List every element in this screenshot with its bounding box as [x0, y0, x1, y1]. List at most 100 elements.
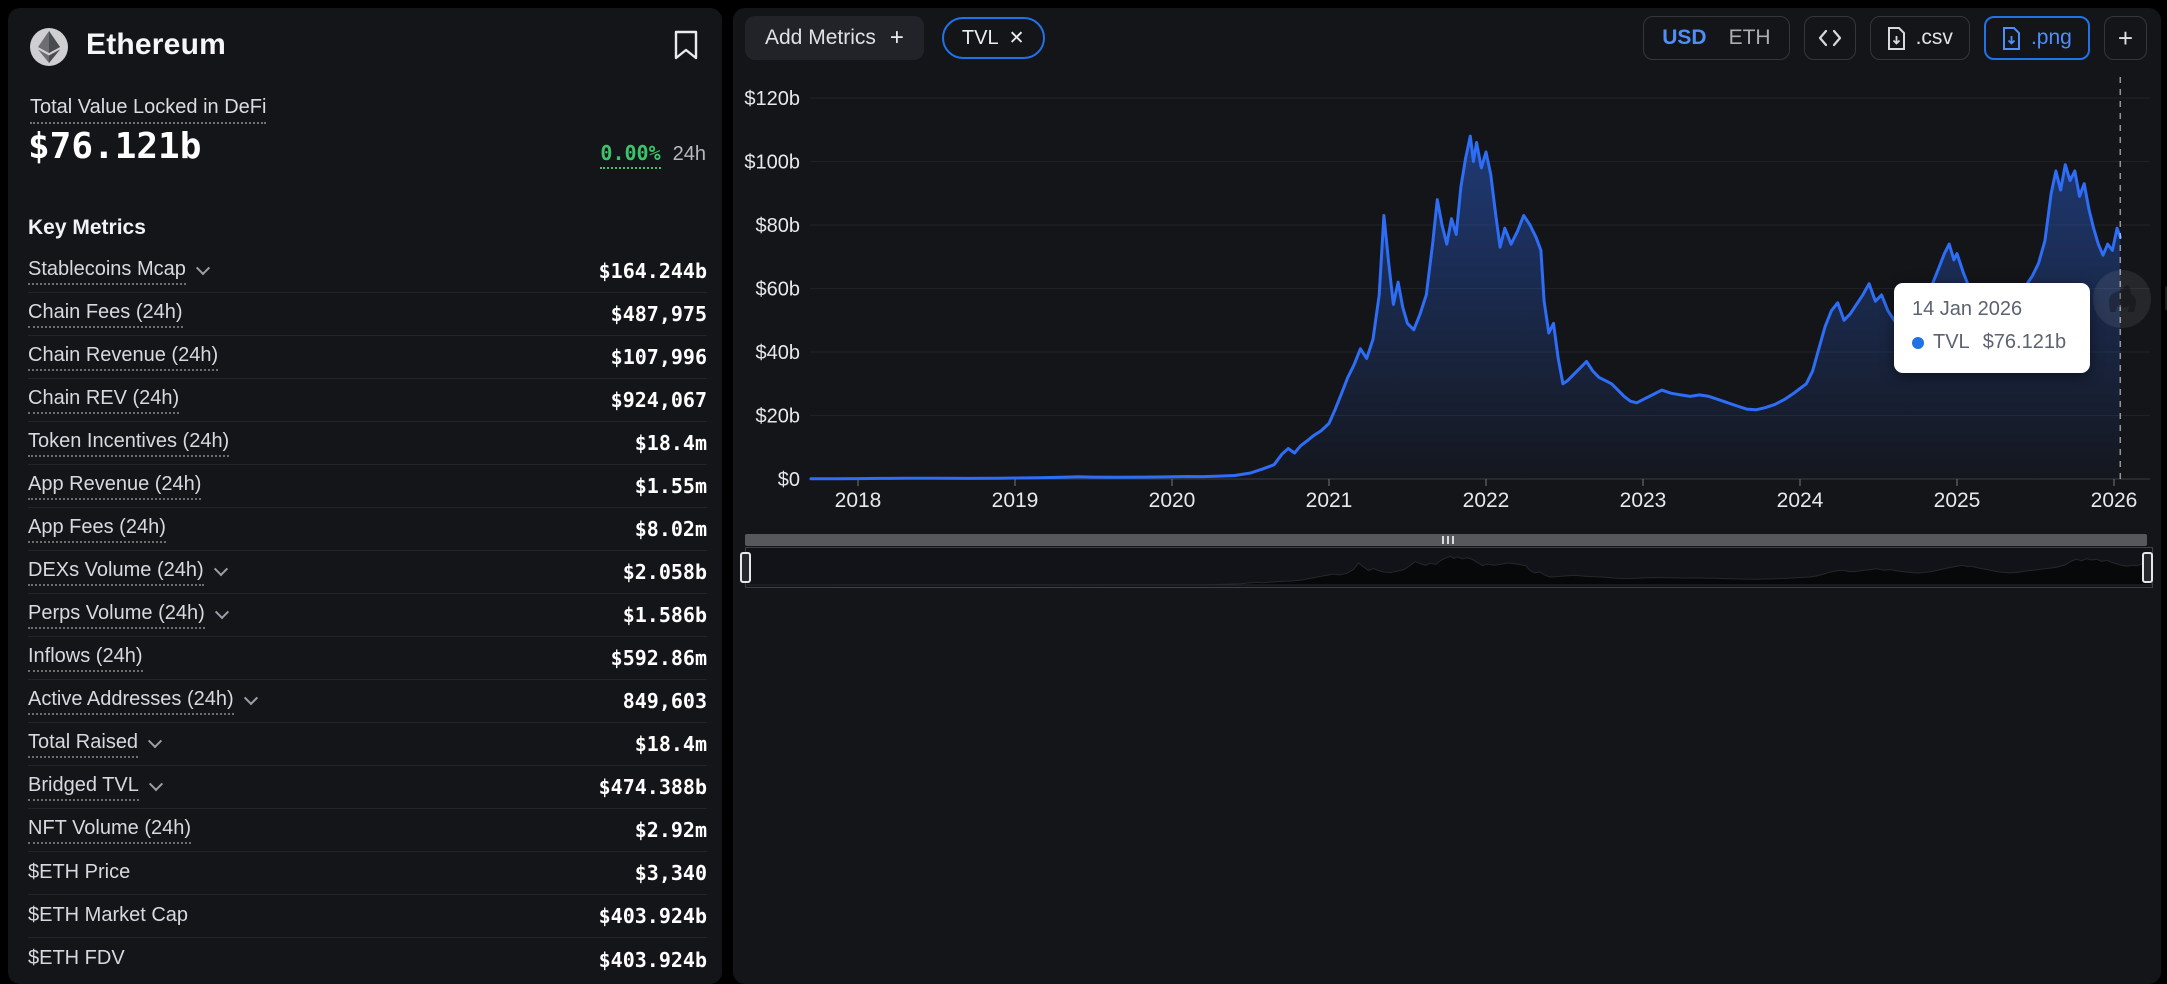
bookmark-icon[interactable]	[673, 30, 699, 60]
metric-row: DEXs Volume (24h) $2.058b	[28, 551, 707, 594]
chevron-down-icon[interactable]	[148, 777, 163, 792]
svg-text:$60b: $60b	[756, 279, 801, 301]
metric-value: 849,603	[622, 689, 707, 713]
watermark-label: DefiLlama	[2163, 280, 2167, 319]
tvl-chip-label: TVL	[961, 26, 999, 49]
svg-text:2018: 2018	[835, 489, 882, 512]
metric-value: $487,975	[610, 302, 707, 326]
metric-label[interactable]: Chain Fees (24h)	[28, 301, 183, 328]
png-label: .png	[2030, 26, 2072, 49]
chevron-down-icon[interactable]	[147, 734, 163, 749]
ethereum-logo-icon	[30, 28, 68, 66]
metric-value: $403.924b	[598, 947, 707, 972]
svg-text:$120b: $120b	[744, 88, 800, 110]
metric-label[interactable]: Inflows (24h)	[28, 645, 143, 672]
embed-chart-button[interactable]	[1803, 16, 1856, 60]
metric-row: Perps Volume (24h) $1.586b	[28, 594, 707, 637]
metric-value: $592.86m	[610, 646, 707, 670]
download-png-button[interactable]: .png	[1983, 16, 2090, 60]
metric-label-text: App Revenue (24h)	[28, 473, 202, 500]
chevron-down-icon[interactable]	[195, 261, 210, 276]
metric-label[interactable]: App Revenue (24h)	[28, 473, 202, 500]
metric-label-text: $ETH Price	[28, 860, 131, 883]
svg-text:$80b: $80b	[756, 215, 801, 237]
metric-label[interactable]: Active Addresses (24h)	[28, 688, 258, 715]
plus-icon: +	[889, 24, 904, 51]
svg-text:$20b: $20b	[756, 406, 801, 428]
tvl-area-chart[interactable]: $0 $20b $40b $60b $80b $100b $120b 2018 2019 2020…	[733, 8, 2161, 528]
svg-text:2024: 2024	[1777, 489, 1824, 512]
tvl-change-row: 0.00% 24h	[600, 141, 706, 169]
metric-label: $ETH Price	[28, 861, 130, 886]
metric-label-text: NFT Volume (24h)	[28, 817, 192, 844]
svg-text:$0: $0	[778, 469, 800, 491]
toolbar-right-group: USD ETH .csv	[1643, 16, 2147, 60]
metric-row: $ETH Price $3,340	[28, 852, 707, 895]
metric-label-text: Chain REV (24h)	[28, 387, 180, 414]
brush-minimap[interactable]	[745, 547, 2153, 588]
csv-label: .csv	[1915, 26, 1953, 49]
metric-label[interactable]: Chain Revenue (24h)	[28, 344, 219, 371]
metric-value: $474.388b	[598, 775, 707, 799]
metric-label[interactable]: Bridged TVL	[28, 774, 163, 801]
tvl-change-percent[interactable]: 0.00%	[600, 141, 661, 169]
metric-label-text: App Fees (24h)	[28, 516, 166, 543]
metric-label[interactable]: Total Raised	[28, 731, 163, 758]
chain-overview-panel: Ethereum Total Value Locked in DeFi $76.…	[8, 8, 722, 984]
page-title: Ethereum	[86, 28, 226, 61]
add-chart-button[interactable]: +	[2103, 16, 2147, 60]
chart-panel: Add Metrics + TVL ✕ USD ETH	[733, 8, 2167, 984]
series-dot-icon	[1912, 336, 1924, 349]
tvl-metric-chip[interactable]: TVL ✕	[941, 17, 1045, 59]
file-download-icon	[1887, 26, 1905, 50]
svg-text:2023: 2023	[1620, 489, 1667, 512]
metric-label-text: Stablecoins Mcap	[28, 258, 186, 285]
metric-row: Total Raised $18.4m	[28, 723, 707, 766]
chevron-down-icon[interactable]	[243, 691, 258, 706]
metric-row: Stablecoins Mcap $164.244b	[28, 250, 707, 293]
currency-eth-button[interactable]: ETH	[1728, 26, 1771, 49]
plus-icon: +	[2117, 22, 2133, 53]
close-icon[interactable]: ✕	[1008, 27, 1025, 49]
metric-value: $403.924b	[598, 904, 707, 928]
chevron-down-icon[interactable]	[213, 562, 228, 577]
tooltip-series-value: $76.121b	[1982, 331, 2067, 353]
metric-row: $ETH FDV $403.924b	[28, 938, 707, 981]
key-metrics-heading: Key Metrics	[28, 216, 146, 239]
add-metrics-button[interactable]: Add Metrics +	[745, 16, 924, 60]
metric-label[interactable]: Chain REV (24h)	[28, 387, 180, 414]
metric-label: $ETH Market Cap	[28, 904, 188, 929]
metric-label[interactable]: App Fees (24h)	[28, 516, 166, 543]
metric-label[interactable]: Stablecoins Mcap	[28, 258, 210, 285]
metric-value: $107,996	[610, 345, 707, 369]
zoom-slider-grip[interactable]	[1442, 536, 1454, 544]
brush-handle-left[interactable]	[740, 552, 751, 583]
metric-label-text: Inflows (24h)	[28, 645, 143, 672]
add-metrics-label: Add Metrics	[765, 26, 876, 49]
metric-label[interactable]: DEXs Volume (24h)	[28, 559, 228, 586]
currency-toggle: USD ETH	[1643, 16, 1790, 60]
metric-value: $1.55m	[634, 474, 707, 498]
metric-label[interactable]: Token Incentives (24h)	[28, 430, 230, 457]
chart-toolbar: Add Metrics + TVL ✕ USD ETH	[745, 16, 2147, 60]
metric-label[interactable]: Perps Volume (24h)	[28, 602, 229, 629]
metric-value: $18.4m	[634, 732, 707, 756]
metric-row: Bridged TVL $474.388b	[28, 766, 707, 809]
tvl-definition-link[interactable]: Total Value Locked in DeFi	[30, 96, 267, 124]
chevron-down-icon[interactable]	[214, 605, 229, 620]
metric-label-text: Total Raised	[28, 731, 139, 758]
brush-handle-right[interactable]	[2142, 552, 2153, 583]
file-download-icon	[2002, 26, 2020, 50]
metric-value: $3,340	[634, 861, 707, 885]
svg-text:2020: 2020	[1149, 489, 1196, 512]
metric-label-text: Bridged TVL	[28, 774, 139, 801]
metric-row: $ETH Market Cap $403.924b	[28, 895, 707, 938]
metric-value: $164.244b	[598, 259, 707, 283]
zoom-slider-rail[interactable]	[745, 534, 2147, 546]
metric-label-text: $ETH FDV	[28, 947, 125, 969]
metric-label-text: Active Addresses (24h)	[28, 688, 234, 715]
download-csv-button[interactable]: .csv	[1869, 16, 1970, 60]
currency-usd-button[interactable]: USD	[1662, 26, 1707, 49]
metric-label[interactable]: NFT Volume (24h)	[28, 817, 192, 844]
tooltip-date: 14 Jan 2026	[1912, 298, 2023, 320]
